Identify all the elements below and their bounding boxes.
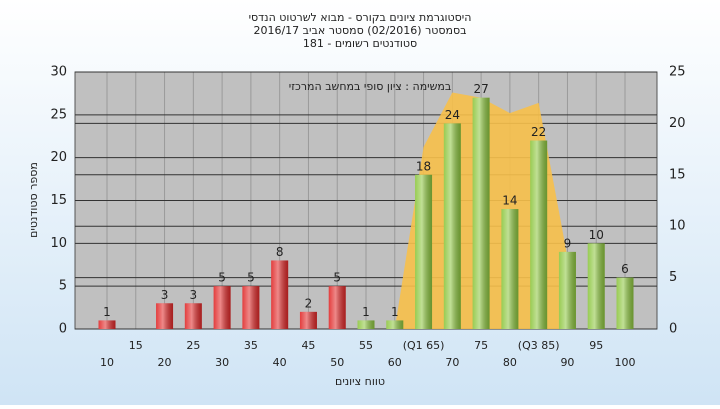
- x-tick-label: 100: [615, 356, 636, 369]
- x-tick-label: 40: [273, 356, 287, 369]
- bar-shade: [443, 123, 461, 330]
- x-tick-label: 10: [100, 356, 114, 369]
- x-tick-label: 90: [560, 356, 574, 369]
- data-label: 3: [161, 288, 169, 302]
- x-tick-label: 35: [244, 339, 258, 352]
- y2-tick-label: 10: [669, 219, 686, 234]
- data-label: 6: [621, 262, 629, 276]
- bar-shade: [184, 303, 202, 329]
- bar-shade: [472, 97, 490, 329]
- y-tick-label: 20: [50, 150, 67, 165]
- bar-shade: [587, 243, 605, 329]
- x-tick-label: 95: [589, 339, 603, 352]
- data-label: 18: [416, 159, 431, 173]
- y-tick-label: 5: [59, 279, 67, 294]
- y-tick-label: 10: [50, 236, 67, 251]
- y2-tick-label: 25: [669, 65, 686, 80]
- data-label: 5: [333, 271, 341, 285]
- bar-shade: [213, 286, 231, 329]
- data-label: 10: [589, 228, 604, 242]
- y-tick-label: 15: [50, 193, 67, 208]
- bar-shade: [242, 286, 260, 329]
- data-label: 27: [473, 82, 488, 96]
- x-tick-label: 25: [186, 339, 200, 352]
- data-label: 22: [531, 125, 546, 139]
- y-tick-label: 25: [50, 107, 67, 122]
- bar-shade: [328, 286, 346, 329]
- bar-shade: [386, 320, 404, 329]
- data-label: 8: [276, 245, 284, 259]
- bar-shade: [98, 320, 116, 329]
- bar-shade: [271, 260, 289, 329]
- chart-subtitle: בסמסטר (02/2016) סמסטר אביב 2016/17: [253, 24, 466, 37]
- x-axis-label: טווח ציונים: [335, 375, 385, 388]
- bar-shade: [530, 140, 548, 329]
- x-tick-label: 50: [330, 356, 344, 369]
- x-tick-label: (Q3 85): [518, 339, 560, 352]
- x-tick-label: 70: [445, 356, 459, 369]
- y2-tick-label: 15: [669, 167, 686, 182]
- bar-shade: [357, 320, 375, 329]
- data-label: 1: [362, 305, 370, 319]
- x-tick-label: (Q1 65): [403, 339, 445, 352]
- bar-shade: [616, 277, 634, 329]
- data-label: 5: [247, 271, 255, 285]
- y-axis-label: מספר סטודנטים: [27, 162, 40, 238]
- bar-shade: [501, 209, 519, 329]
- chart-title: היסטוגרמת ציונים בקורס - מבוא לשרטוט הנד…: [249, 11, 472, 24]
- data-label: 1: [391, 305, 399, 319]
- y2-tick-label: 5: [669, 270, 677, 285]
- x-tick-label: 80: [503, 356, 517, 369]
- bar-shade: [299, 311, 317, 329]
- data-label: 2: [305, 296, 313, 310]
- x-tick-label: 20: [158, 356, 172, 369]
- y-tick-label: 30: [50, 65, 67, 80]
- x-tick-label: 15: [129, 339, 143, 352]
- y2-tick-label: 20: [669, 116, 686, 131]
- data-label: 3: [190, 288, 198, 302]
- data-label: 9: [564, 236, 572, 250]
- data-label: 5: [218, 271, 226, 285]
- x-tick-label: 45: [301, 339, 315, 352]
- bar-shade: [558, 251, 576, 329]
- bar-shade: [415, 174, 433, 329]
- data-label: 14: [502, 194, 517, 208]
- x-tick-label: 60: [388, 356, 402, 369]
- x-tick-label: 55: [359, 339, 373, 352]
- annotation: במשימה : ציון סופי במחשב המרכזי: [289, 80, 452, 93]
- bar-shade: [156, 303, 174, 329]
- data-label: 24: [445, 108, 460, 122]
- y-tick-label: 0: [59, 322, 67, 337]
- x-tick-label: 30: [215, 356, 229, 369]
- y2-tick-label: 0: [669, 322, 677, 337]
- chart-subtitle: סטודנטים רשומים - 181: [303, 37, 417, 50]
- data-label: 1: [103, 305, 111, 319]
- x-tick-label: 75: [474, 339, 488, 352]
